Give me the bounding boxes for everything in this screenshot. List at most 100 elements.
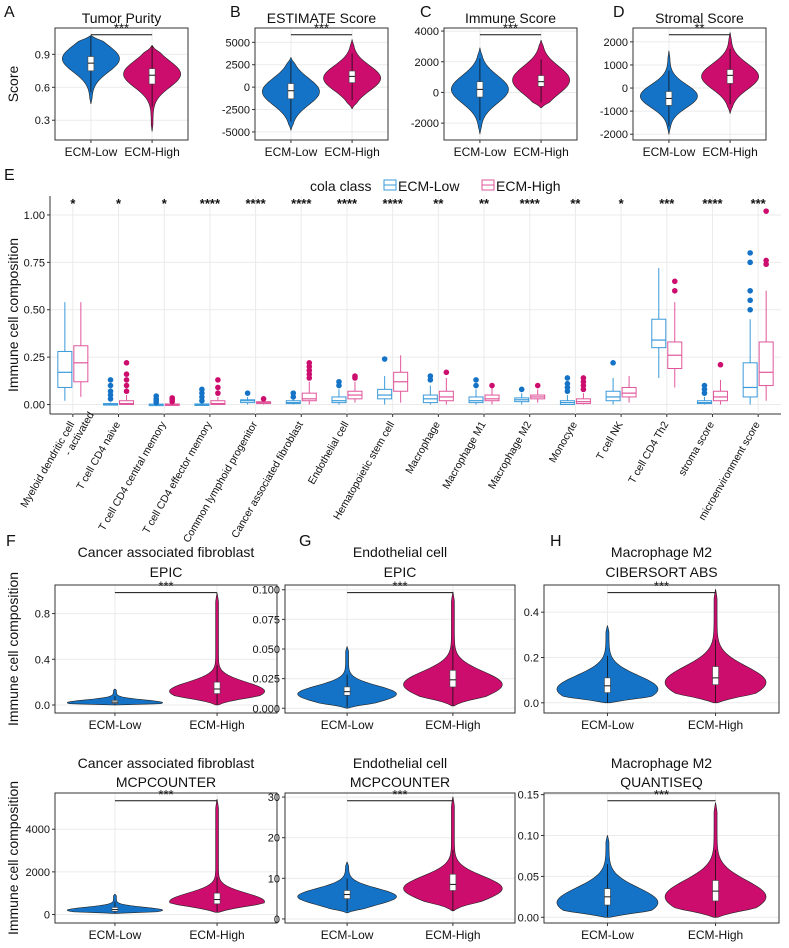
panel-letter: D (613, 4, 625, 21)
panel-letter: B (230, 4, 241, 21)
x-category-label: Myeloid dendritic cell- activated (18, 404, 97, 516)
signif-label: ** (479, 196, 490, 211)
panel-letter: F (6, 533, 16, 550)
signif-label: **** (245, 196, 266, 211)
plot-frame (632, 27, 767, 141)
signif-label: *** (654, 787, 669, 802)
outlier-point (107, 377, 114, 383)
y-tick-label: 0.9 (35, 49, 50, 61)
panel-title: Cancer associated fibroblast (78, 755, 255, 771)
panel-title: Endothelial cell (353, 755, 447, 771)
signif-label: * (162, 196, 168, 211)
violin-box (712, 666, 719, 685)
outlier-point (199, 386, 205, 393)
y-tick-label: 2000 (26, 867, 50, 879)
signif-label: *** (158, 787, 173, 802)
outlier-point (747, 297, 753, 304)
outlier-point (244, 390, 251, 396)
y-tick-label: 0.50 (24, 305, 45, 317)
y-tick-label: 0.025 (252, 674, 280, 686)
sub-panel-2: 0.0 0.2 0.4 ECM-Low ECM-High *** Macrophage M2… (524, 533, 780, 732)
box-high (73, 345, 89, 383)
outlier-point (473, 377, 479, 383)
top-panel-0: 0.3 0.6 0.9 ECM-Low ECM-High ***Tumor Purity A… (4, 4, 189, 159)
y-tick-label: 0.00 (24, 400, 45, 412)
y-tick-label: -1000 (600, 106, 628, 118)
y-tick-label: 1.00 (24, 210, 45, 222)
plot-frame (54, 27, 189, 141)
box-high (621, 386, 637, 398)
violin-box (726, 69, 734, 84)
panel-letter: G (299, 533, 311, 550)
x-tick-label: ECM-High (425, 928, 480, 942)
y-tick-label: 0 (622, 83, 628, 95)
signif-label: *** (314, 21, 329, 36)
panel-subtitle: QUANTISEQ (620, 774, 703, 790)
plot-frame (543, 584, 780, 714)
panel-subtitle: EPIC (384, 564, 417, 580)
outlier-point (123, 371, 130, 377)
box-high (438, 390, 454, 402)
y-tick-label: 2000 (604, 37, 628, 49)
plot-frame (284, 584, 516, 714)
x-tick-label: ECM-Low (89, 928, 142, 942)
outlier-point (306, 360, 313, 366)
y-tick-label: 0.4 (524, 607, 539, 619)
label-line: stroma score (676, 419, 717, 478)
x-tick-label: ECM-High (324, 145, 379, 159)
plot-frame (54, 584, 278, 714)
x-tick-label: ECM-Low (581, 928, 634, 942)
label-line: Myeloid dendritic cell (18, 420, 77, 510)
x-category-label: Endothelial cell (306, 420, 352, 487)
y-tick-label: 4000 (26, 824, 50, 836)
box-low (605, 390, 621, 402)
y-tick-label: 0 (274, 914, 280, 926)
panel-title: Immune Score (465, 10, 556, 26)
outlier-point (610, 360, 616, 366)
signif-label: * (619, 196, 625, 211)
y-tick-label: 0.05 (518, 871, 539, 883)
signif-label: *** (503, 21, 518, 36)
outlier-point (123, 360, 130, 366)
legend-title: cola class (310, 178, 371, 194)
outlier-point (169, 395, 176, 401)
box-high (119, 400, 135, 406)
y-tick-label: 0.25 (24, 352, 45, 364)
outlier-point (717, 361, 724, 368)
outlier-point (518, 386, 525, 393)
panel-title: Macrophage M2 (611, 755, 712, 771)
outlier-point (763, 257, 769, 264)
outlier-point (107, 388, 114, 395)
violin-box (449, 670, 457, 688)
y-axis-label: Immune cell composition (5, 781, 21, 935)
panel-subtitle: MCPCOUNTER (350, 774, 450, 790)
outlier-point (153, 393, 160, 399)
outlier-point (123, 382, 130, 389)
y-tick-label: 0.4 (35, 654, 50, 666)
y-tick-label: 0.3 (35, 115, 50, 127)
plot-background (50, 196, 781, 414)
signif-label: * (116, 196, 122, 211)
box-low (331, 396, 347, 404)
outlier-point (747, 259, 753, 266)
label-line: Monocyte (547, 419, 580, 465)
y-tick-label: 0.000 (252, 703, 280, 715)
outlier-point (123, 388, 130, 395)
violin-box (213, 892, 221, 905)
box-high (301, 392, 317, 402)
signif-label: *** (114, 21, 129, 36)
y-tick-label: 0.75 (24, 257, 45, 269)
label-line: Macrophage (403, 419, 443, 476)
y-axis-label: Score (5, 66, 21, 103)
signif-label: **** (291, 196, 312, 211)
x-tick-label: ECM-High (702, 145, 757, 159)
y-tick-label: 4000 (415, 26, 439, 38)
x-tick-label: ECM-Low (89, 718, 142, 732)
violin-box (148, 68, 156, 85)
x-category-label: T cell CD4 Th2 (626, 419, 671, 485)
y-tick-label: 0.10 (518, 831, 539, 843)
y-tick-label: 0 (44, 909, 50, 921)
outlier-point (381, 356, 388, 362)
x-category-label: Macrophage (403, 419, 443, 476)
signif-label: **** (337, 196, 358, 211)
